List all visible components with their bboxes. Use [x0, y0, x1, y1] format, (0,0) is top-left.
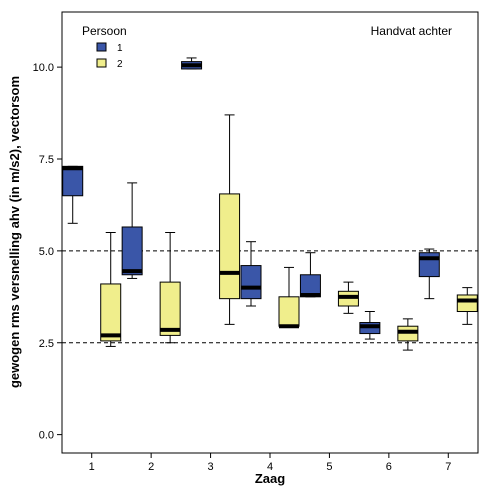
y-tick-label-1: 2.5: [39, 338, 54, 350]
box-s1-c5: [299, 252, 321, 298]
x-tick-label-0: 1: [89, 461, 95, 473]
box-iqr: [62, 165, 84, 197]
x-tick-label-3: 4: [267, 461, 273, 473]
x-tick-label-4: 5: [326, 461, 332, 473]
y-axis-title: gewogen rms versnelling ahv (in m/s2), v…: [7, 76, 22, 388]
box-s2-c2: [159, 232, 181, 344]
x-tick-label-1: 2: [148, 461, 154, 473]
box-s2-c5: [337, 281, 359, 314]
y-tick-label-3: 7.5: [39, 154, 54, 166]
y-tick-label-0: 0.0: [39, 430, 54, 442]
box-s2-c1: [100, 232, 122, 347]
legend-swatch-1: [96, 42, 107, 52]
box-s1-c7: [418, 248, 440, 300]
box-s2-c3: [219, 114, 241, 325]
box-s2-c6: [397, 318, 419, 351]
box-s2-c4: [278, 266, 300, 329]
box-s1-c1: [62, 165, 84, 224]
y-axis: 0.0 2.5 5.0 7.5 10.0: [33, 62, 62, 442]
box-s1-c6: [359, 311, 381, 340]
chart-annotation: Handvat achter: [371, 24, 452, 38]
legend-swatch-2: [96, 58, 107, 68]
x-tick-label-5: 6: [386, 461, 392, 473]
box-series: [62, 57, 478, 351]
legend-label-2: 2: [117, 59, 123, 70]
box-iqr: [456, 294, 478, 313]
box-s1-c2: [121, 182, 143, 279]
legend-title: Persoon: [82, 24, 127, 38]
box-iqr: [100, 283, 122, 342]
box-iqr: [219, 193, 241, 300]
reference-lines: [62, 250, 478, 344]
box-iqr: [240, 265, 262, 300]
x-axis: 1 2 3 4 5 6 7: [89, 453, 451, 473]
box-s1-c4: [240, 241, 262, 307]
x-tick-label-2: 3: [208, 461, 214, 473]
box-s1-c3: [181, 57, 203, 70]
x-tick-label-6: 7: [445, 461, 451, 473]
y-tick-label-4: 10.0: [33, 62, 54, 74]
box-s2-c7: [456, 287, 478, 325]
y-tick-label-2: 5.0: [39, 246, 54, 258]
box-iqr: [278, 296, 300, 327]
x-axis-title: Zaag: [255, 471, 285, 486]
legend-label-1: 1: [117, 43, 123, 54]
legend: Persoon 1 2: [82, 24, 127, 70]
box-iqr: [121, 226, 143, 276]
box-iqr: [159, 281, 181, 336]
